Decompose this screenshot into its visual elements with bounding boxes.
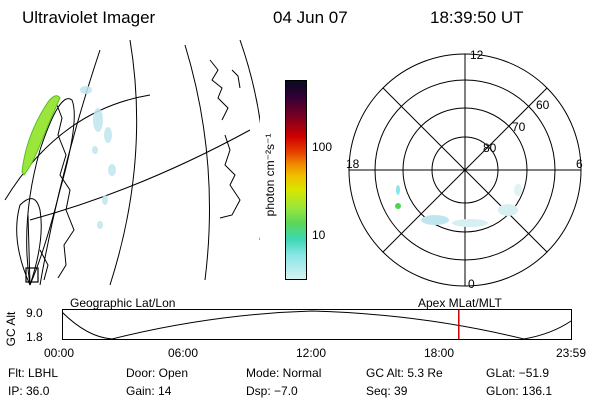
status-glon: GLon: 136.1 [486,384,553,398]
polar-aurora [395,184,522,227]
colorbar-tick-100: 100 [312,140,333,154]
grid-line [109,40,138,286]
alt-min-label: 1.8 [26,330,43,344]
status-gain: Gain: 14 [126,384,172,398]
time-tick-0600: 06:00 [168,346,199,360]
status-filter: Flt: LBHL [8,366,59,380]
mlt-label-18: 18 [346,157,360,171]
mlt-line-diag [382,87,548,253]
time-label: 18:39:50 UT [430,8,524,27]
status-gc-alt: GC Alt: 5.3 Re [366,366,443,380]
grid-line [4,94,151,201]
lat-label-70: 70 [512,120,526,134]
mlt-label-6: 6 [576,157,583,171]
spacecraft-footprint-icon [25,267,39,283]
grid-line [184,44,210,281]
altitude-timeline [62,309,572,340]
colorbar [285,80,307,280]
grid-line [26,98,75,286]
grid-line [27,214,31,286]
grid-line [239,40,260,240]
geographic-map [4,40,260,286]
lat-label-80: 80 [483,141,497,155]
colorbar-label: photon cm⁻²s⁻¹ [263,133,277,217]
colorbar-tick-10: 10 [312,228,326,242]
grid-line [29,129,251,221]
alt-max-label: 9.0 [26,306,43,320]
time-tick-1200: 12:00 [296,346,327,360]
time-tick-2359: 23:59 [556,346,587,360]
mlt-label-0: 0 [468,277,475,291]
status-ip: IP: 36.0 [8,384,50,398]
status-seq: Seq: 39 [366,384,408,398]
grid-line [39,49,101,286]
timeline-right-label: Apex MLat/MLT [418,296,502,310]
grid-line [16,198,42,286]
date-label: 04 Jun 07 [273,8,348,27]
status-door: Door: Open [126,366,189,380]
time-tick-1800: 18:00 [424,346,455,360]
altitude-curve [62,310,572,340]
timeline-axis-title: GC Alt [4,311,18,347]
timeline-left-label: Geographic Lat/Lon [70,296,176,310]
instrument-title: Ultraviolet Imager [22,8,156,27]
status-mode: Mode: Normal [246,366,322,380]
auroral-emission [21,86,116,229]
mlt-label-12: 12 [470,48,484,62]
status-dsp: Dsp: −7.0 [246,384,298,398]
coastline [39,59,241,281]
time-tick-0000: 00:00 [44,346,75,360]
status-glat: GLat: −51.9 [486,366,550,380]
polar-plot [348,53,582,287]
lat-label-60: 60 [536,98,550,112]
